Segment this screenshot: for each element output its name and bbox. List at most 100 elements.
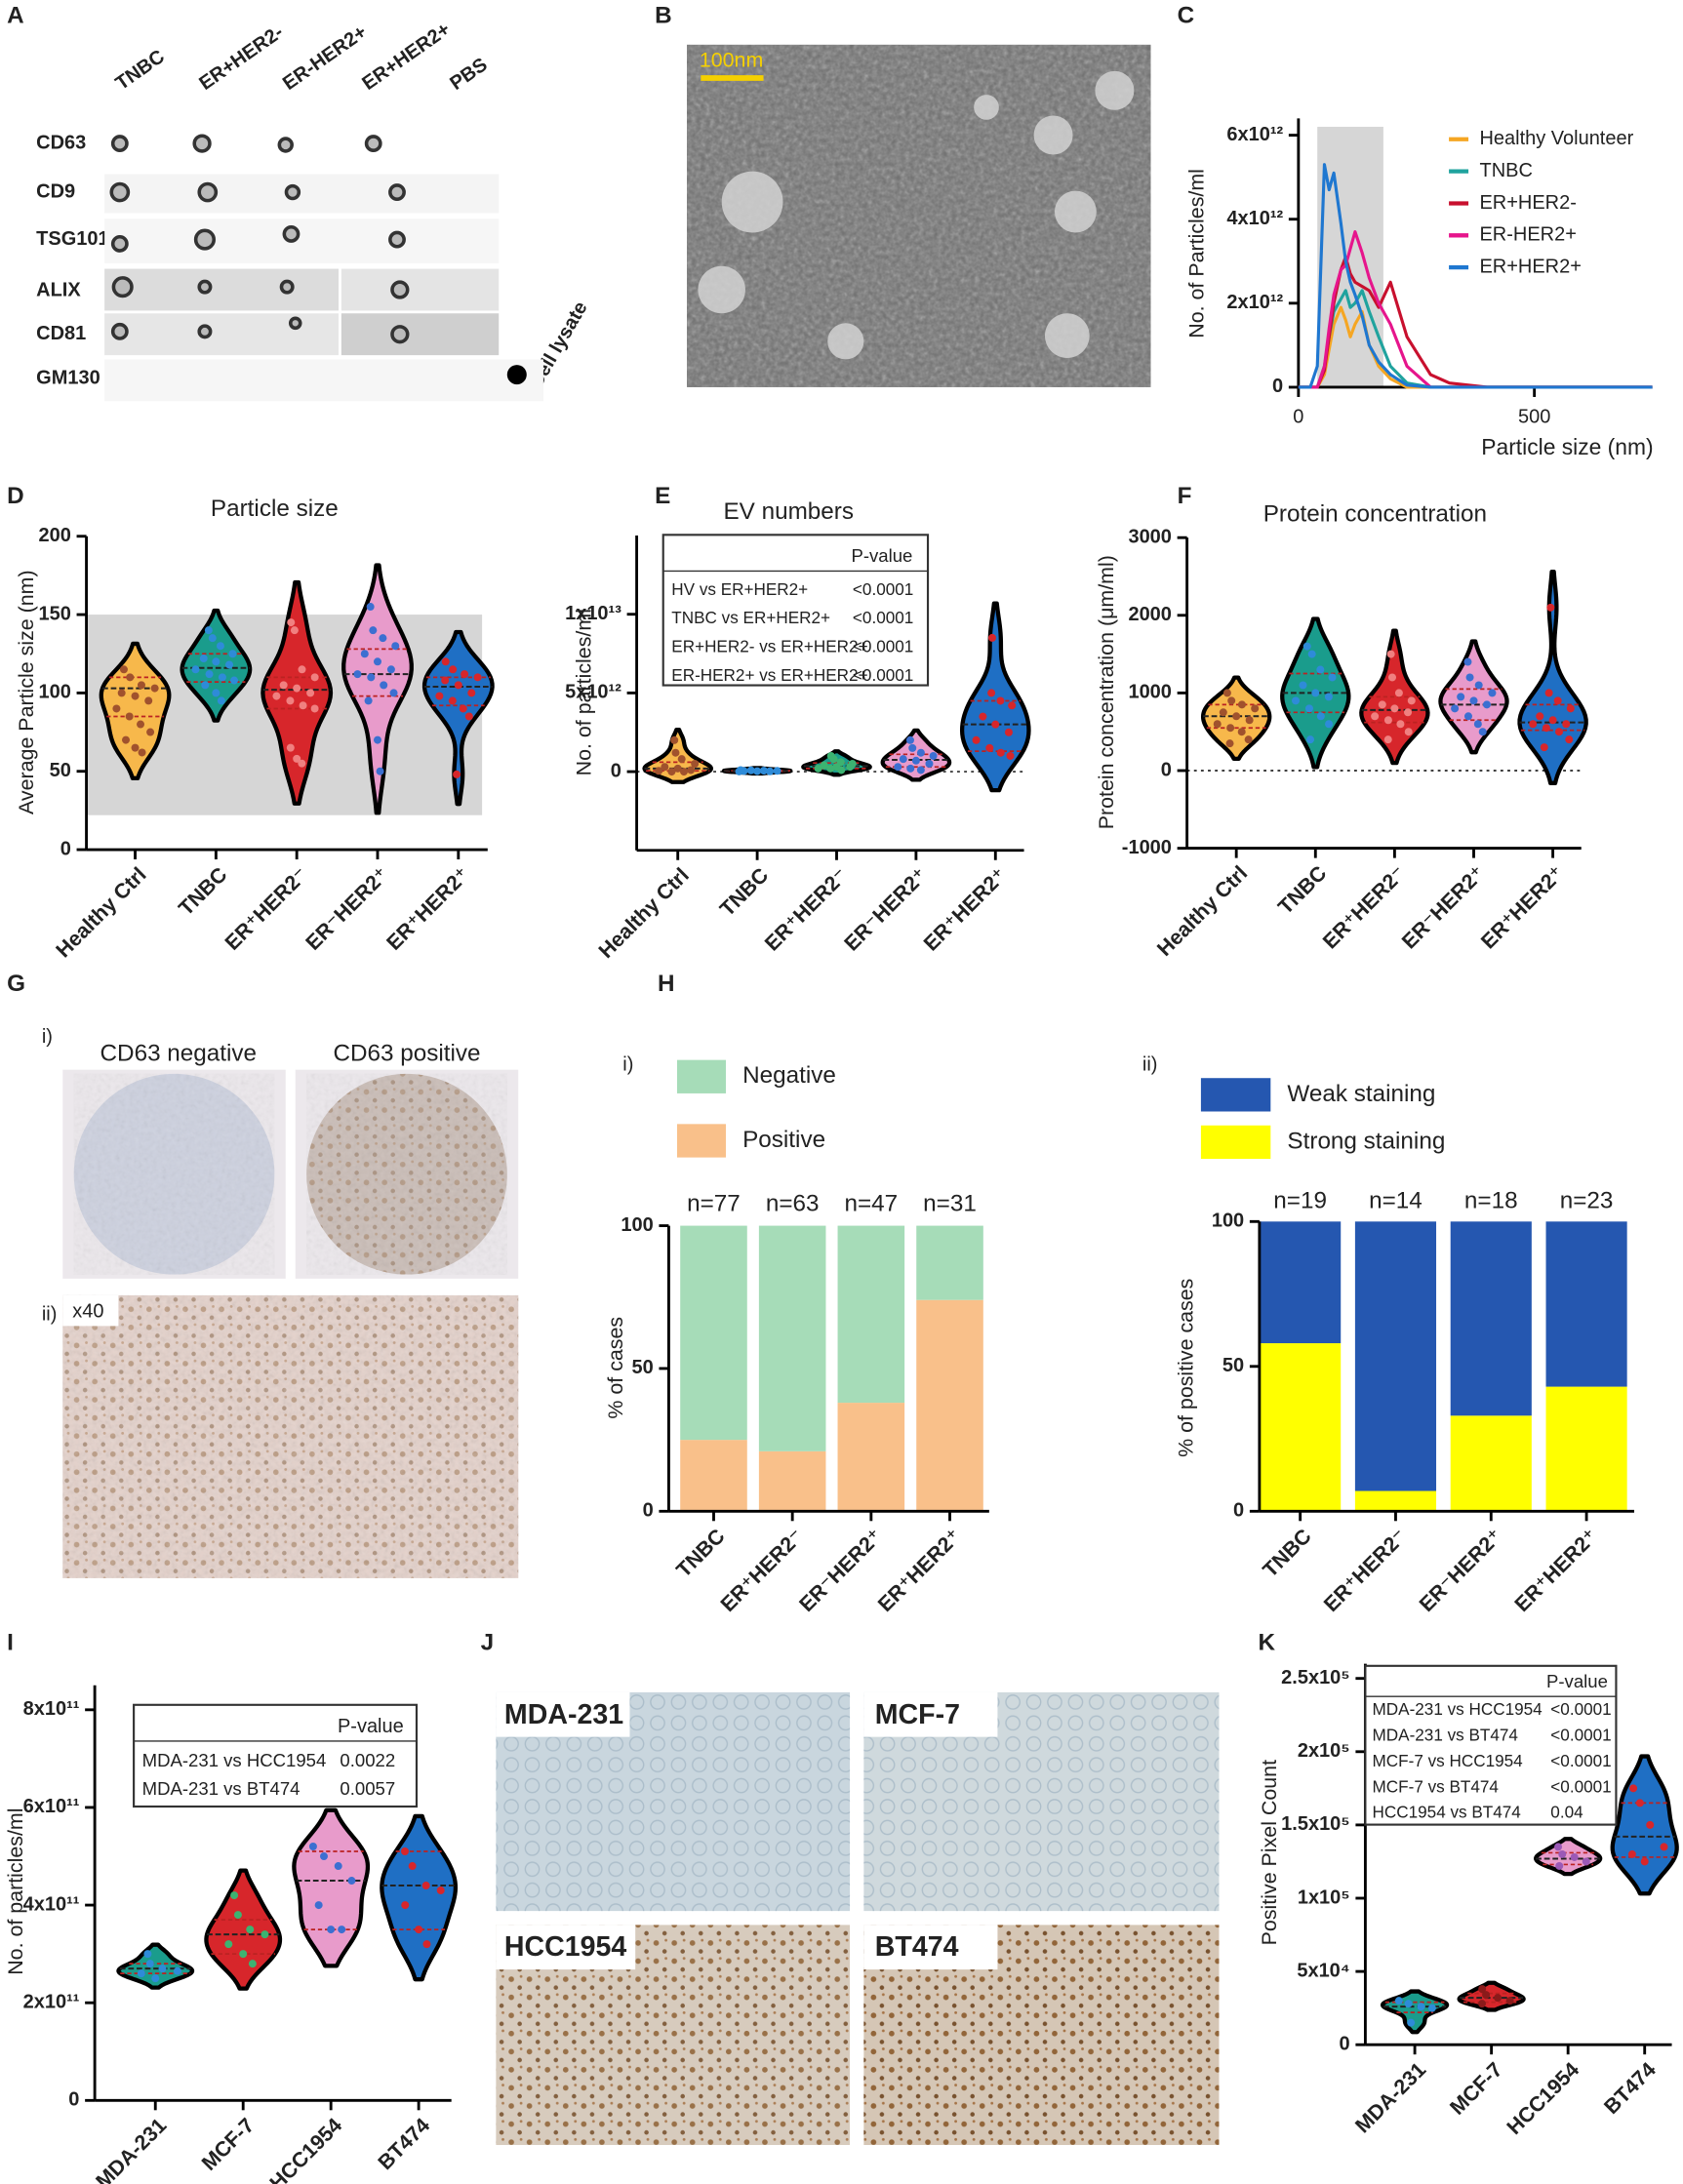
row-label: CD63 [36, 132, 86, 153]
comparison: MDA-231 vs BT474 [1373, 1725, 1519, 1744]
y-tick-label: 50 [50, 760, 71, 781]
data-point [334, 1862, 342, 1871]
data-point [908, 743, 917, 752]
data-point [746, 766, 755, 774]
x-tick-label: TNBC [715, 863, 773, 921]
data-point [1417, 2003, 1425, 2011]
data-point [408, 1862, 417, 1871]
row-label: TSG101 [36, 228, 108, 250]
x-tick-label: TNBC [1273, 861, 1331, 919]
data-point [310, 704, 319, 713]
data-point [287, 618, 296, 627]
y-tick-label: 2x10¹² [1226, 292, 1283, 313]
legend-label: ER-HER2+ [1479, 224, 1576, 246]
x-tick-label: ER⁻HER2⁺ [1397, 861, 1489, 953]
data-point [1316, 665, 1325, 674]
y-tick-label: 4x10¹² [1226, 208, 1283, 229]
data-point [1328, 673, 1337, 682]
bar-segment [1450, 1415, 1532, 1512]
data-point [260, 1930, 269, 1939]
sub-label: ii) [42, 1303, 58, 1325]
data-point [679, 768, 688, 776]
cell-line-label: HCC1954 [504, 1931, 626, 1963]
y-tick-label: 5x10¹² [565, 682, 621, 703]
data-point [1494, 1994, 1503, 2003]
chart-title: Protein concentration [1263, 501, 1487, 528]
data-point [230, 1891, 239, 1900]
data-point [1565, 735, 1574, 744]
tma-images [62, 1069, 519, 1279]
data-point [376, 767, 384, 775]
data-point [290, 626, 299, 635]
data-point [987, 633, 996, 642]
y-axis-label: No. of particles/ml [572, 609, 595, 775]
data-point [1469, 696, 1478, 705]
micrograph-image [686, 44, 1151, 387]
violin [380, 1813, 459, 1982]
data-point [1536, 712, 1544, 721]
data-point [459, 704, 467, 713]
data-point [205, 670, 214, 679]
data-point [201, 681, 210, 690]
y-tick-label: 100 [39, 682, 71, 703]
panel-letter: K [1258, 1629, 1275, 1655]
data-point [820, 761, 828, 770]
p-value: 0.0022 [340, 1750, 395, 1770]
data-point [145, 1960, 154, 1968]
data-point [391, 642, 400, 651]
data-point [191, 665, 200, 674]
data-point [1646, 1820, 1655, 1829]
data-point [453, 770, 461, 778]
bar-segment [1354, 1221, 1437, 1491]
data-point [441, 657, 450, 666]
legend-label: Strong staining [1287, 1128, 1445, 1154]
data-point [218, 673, 226, 682]
y-tick-label: 2000 [1128, 604, 1171, 625]
bar-segment [758, 1225, 826, 1451]
data-point [1227, 696, 1236, 705]
data-point [753, 767, 762, 775]
data-point [279, 681, 288, 690]
x-tick-label: MDA-231 [92, 2114, 172, 2184]
data-point [233, 1911, 242, 1920]
bar-label: n=63 [766, 1191, 820, 1217]
bar-label: n=31 [923, 1191, 977, 1217]
bar-segment [1545, 1386, 1627, 1512]
data-point [1558, 1849, 1567, 1858]
x-tick-label: Healthy Ctrl [594, 863, 694, 963]
row-label: GM130 [36, 368, 100, 389]
data-point [272, 692, 281, 700]
data-point [1378, 700, 1386, 709]
data-point [389, 689, 398, 697]
data-point [144, 696, 153, 705]
bar-segment [680, 1225, 747, 1441]
y-axis-label: % of cases [604, 1317, 627, 1419]
panel-b: B 100nm [655, 3, 1151, 387]
y-tick-label: 50 [1222, 1355, 1244, 1376]
data-point [319, 1852, 328, 1861]
data-point [1463, 712, 1472, 721]
data-point [327, 1926, 336, 1934]
data-point [448, 696, 457, 705]
y-axis-label: No. of particles/ml [4, 1807, 27, 1974]
data-point [1542, 724, 1550, 733]
x-tick-label: ER⁻HER2⁺ [1415, 1525, 1506, 1616]
data-point [347, 1877, 356, 1886]
data-point [1463, 657, 1472, 666]
x-tick-label: HCC1954 [265, 2114, 347, 2184]
bar-segment [837, 1403, 905, 1512]
violin [1610, 1754, 1679, 1896]
data-point [1407, 696, 1416, 705]
data-point [199, 655, 208, 663]
data-point [1390, 704, 1399, 713]
data-point [1566, 704, 1575, 713]
data-point [1482, 700, 1491, 709]
y-axis-label: % of positive cases [1174, 1279, 1197, 1457]
x-tick-label: BT474 [1599, 2058, 1660, 2119]
x-tick-label: ER⁺HER2⁺ [919, 863, 1011, 955]
data-point [929, 751, 938, 760]
data-point [364, 696, 373, 705]
data-point [1311, 689, 1320, 697]
data-point [1627, 1849, 1636, 1858]
p-value-table [133, 1703, 419, 1808]
